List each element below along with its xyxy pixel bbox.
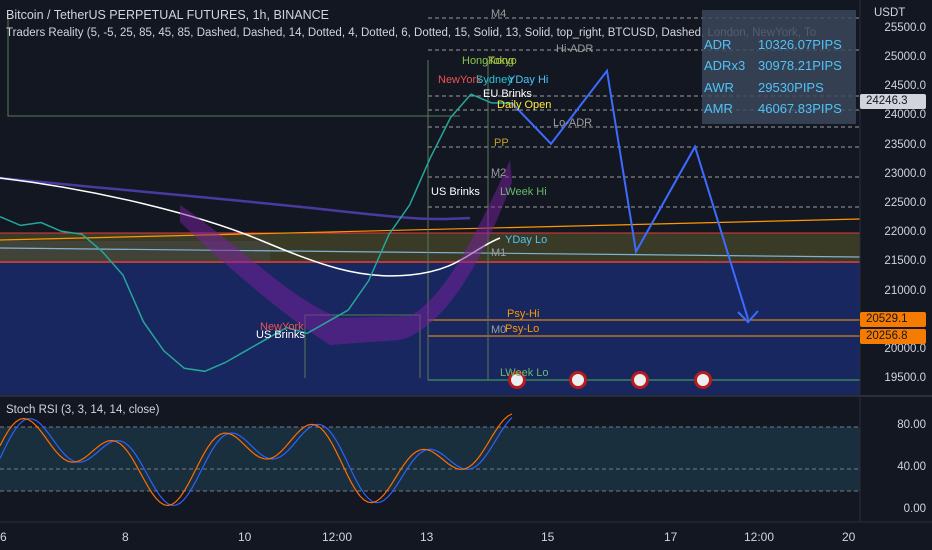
current-price-tag: 24246.3 <box>860 94 926 109</box>
label-daily-open: Daily Open <box>497 99 552 111</box>
label-us-brinks-top: US Brinks <box>431 186 480 198</box>
label-lo-adr: Lo-ADR <box>553 117 593 129</box>
psy-hi-price-tag: 20529.1 <box>860 312 926 327</box>
time-tick-label: 8 <box>122 530 129 544</box>
price-tick-label: 21000.0 <box>884 285 926 297</box>
price-tick-label: 23000.0 <box>884 168 926 180</box>
stoch-d-line <box>0 413 513 507</box>
price-series <box>0 93 513 373</box>
price-tick-label: 24500.0 <box>884 80 926 92</box>
label-yday-lo: YDay Lo <box>505 234 548 246</box>
time-tick-label: 12:00 <box>322 530 353 544</box>
price-tick-label: 22500.0 <box>884 197 926 209</box>
label-newyork-low: NewYork <box>260 321 304 333</box>
label-tokyo: Tokyo <box>488 55 517 67</box>
label-newyork-top: NewYork <box>438 74 482 86</box>
demand-zone <box>0 262 860 395</box>
indicator-title[interactable]: Traders Reality (5, -5, 25, 85, 45, 85, … <box>6 27 817 39</box>
adr-stats-panel <box>702 10 856 124</box>
ma-white <box>0 177 501 277</box>
label-m4: M4 <box>491 8 507 20</box>
projection-path[interactable] <box>511 68 749 320</box>
price-tick-label: 23500.0 <box>884 139 926 151</box>
time-tick-label: 12:00 <box>744 530 775 544</box>
time-tick-label: 6 <box>0 530 7 544</box>
label-psy-hi: Psy-Hi <box>507 308 540 320</box>
chart-title: Bitcoin / TetherUS PERPETUAL FUTURES, 1h… <box>6 8 330 22</box>
projection-arrowhead <box>737 310 759 324</box>
price-tick-label: 25000.0 <box>884 51 926 63</box>
trend-line-orange <box>0 218 861 241</box>
psy-lo-price-tag: 20256.8 <box>860 329 926 344</box>
label-pp: PP <box>494 137 509 149</box>
range-box <box>0 241 270 263</box>
rsi-title[interactable]: Stoch RSI (3, 3, 14, 14, close) <box>6 404 160 416</box>
stat-amr: AMR 46067.83PIPS <box>704 101 842 116</box>
price-tick-label: 25500.0 <box>884 22 926 34</box>
rsi-levels <box>0 426 860 492</box>
time-tick-label: 13 <box>420 530 434 544</box>
label-sydney: Sydney <box>476 74 513 86</box>
rsi-tick-label: 0.00 <box>903 503 926 515</box>
label-hongkong: HongKong <box>462 55 514 67</box>
stat-adr: ADR 10326.07PIPS <box>704 37 842 52</box>
price-tick-label: 21500.0 <box>884 255 926 267</box>
time-tick-label: 17 <box>664 530 678 544</box>
label-lweek-hi: LWeek Hi <box>500 186 547 198</box>
trend-line-blue <box>0 247 861 258</box>
price-tick-label: 24000.0 <box>884 109 926 121</box>
label-m0: M0 <box>491 324 507 336</box>
label-yday-hi: YDay Hi <box>508 74 549 86</box>
time-tick-label: 15 <box>541 530 555 544</box>
time-tick-label: 20 <box>842 530 856 544</box>
price-tick-label: 19500.0 <box>884 372 926 384</box>
label-us-brinks-low: US Brinks <box>256 329 305 341</box>
price-tick-label: 22000.0 <box>884 226 926 238</box>
label-m2: M2 <box>491 167 507 179</box>
label-m1: M1 <box>491 247 507 259</box>
stat-awr: AWR 29530PIPS <box>704 80 824 95</box>
price-tick-label: 20000.0 <box>884 343 926 355</box>
ma-200 <box>0 176 471 221</box>
label-hi-adr: Hi-ADR <box>556 43 594 55</box>
time-tick-label: 10 <box>238 530 252 544</box>
currency-label: USDT <box>874 7 906 19</box>
stat-adrx3: ADRx3 30978.21PIPS <box>704 58 842 73</box>
rsi-tick-label: 80.00 <box>897 419 926 431</box>
label-psy-lo: Psy-Lo <box>505 323 540 335</box>
rsi-band <box>0 427 860 491</box>
label-eu-brinks: EU Brinks <box>483 88 532 100</box>
us-flag-icons <box>508 371 712 389</box>
label-lweek-lo: LWeek Lo <box>500 367 549 379</box>
rsi-tick-label: 40.00 <box>897 461 926 473</box>
